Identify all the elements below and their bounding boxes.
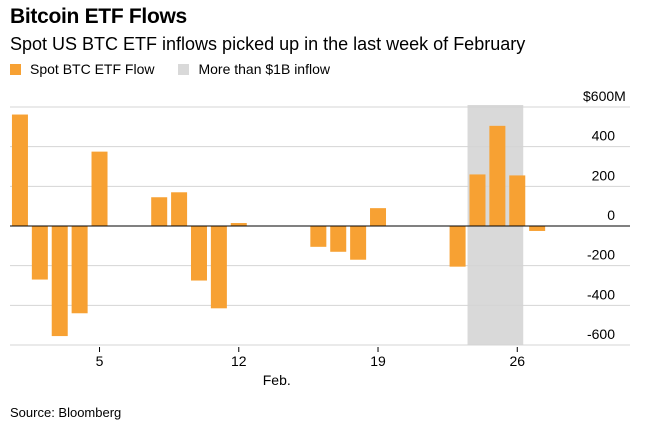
bar	[350, 226, 367, 260]
chart-title: Bitcoin ETF Flows	[10, 5, 187, 28]
y-tick-label: 0	[607, 207, 615, 223]
bar	[91, 151, 108, 226]
legend-item-highlight: More than $1B inflow	[178, 61, 330, 77]
bar	[509, 175, 526, 226]
bar	[469, 174, 486, 226]
bar	[31, 226, 48, 280]
legend-label-highlight: More than $1B inflow	[198, 61, 330, 77]
bar	[210, 226, 227, 309]
x-tick-label: 12	[231, 353, 247, 369]
bar	[190, 226, 207, 281]
legend-item-flow: Spot BTC ETF Flow	[10, 61, 154, 77]
legend-label-flow: Spot BTC ETF Flow	[30, 61, 155, 77]
bar	[230, 223, 247, 226]
y-tick-label: 200	[592, 167, 616, 183]
bar	[151, 197, 168, 226]
x-tick-label: 5	[96, 353, 104, 369]
y-tick-label: 400	[592, 128, 616, 144]
bar	[310, 226, 327, 247]
y-tick-label: -600	[587, 326, 615, 342]
bar	[171, 192, 188, 226]
bar	[449, 226, 466, 267]
bar	[330, 226, 347, 252]
chart-subtitle: Spot US BTC ETF inflows picked up in the…	[10, 34, 526, 54]
bar	[11, 114, 28, 226]
legend-swatch-flow	[10, 63, 21, 75]
bar	[71, 226, 88, 314]
bar	[529, 226, 546, 231]
y-tick-label: -400	[587, 286, 615, 302]
legend: Spot BTC ETF Flow More than $1B inflow	[10, 61, 354, 77]
y-tick-label: $600M	[583, 88, 626, 104]
x-tick-label: 19	[370, 353, 386, 369]
bar	[489, 125, 506, 226]
y-tick-label: -200	[587, 247, 615, 263]
x-axis-label: Feb.	[263, 372, 291, 388]
bar	[370, 208, 387, 226]
bar	[51, 226, 68, 337]
source-note: Source: Bloomberg	[10, 405, 122, 420]
x-tick-label: 26	[509, 353, 525, 369]
legend-swatch-highlight	[178, 63, 190, 75]
